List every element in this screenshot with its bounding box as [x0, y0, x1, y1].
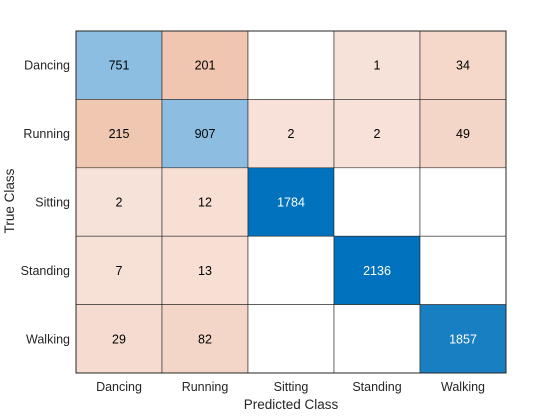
x-axis-title: Predicted Class: [244, 397, 339, 412]
matrix-cell-sitting-walking: [419, 167, 507, 237]
y-tick-labels: Dancing Running Sitting Standing Walking: [21, 59, 70, 347]
cell-value-label: 13: [198, 264, 212, 278]
matrix-cell-standing-standing: [333, 235, 421, 305]
cell-value-label: 2: [288, 127, 295, 141]
x-tick-label-walking: Walking: [441, 380, 485, 394]
cell-value-label: 29: [112, 332, 126, 346]
cell-value-label: 12: [198, 196, 212, 210]
matrix-cell-running-standing: [333, 99, 421, 169]
y-tick-label-dancing: Dancing: [24, 59, 70, 73]
y-tick-label-running: Running: [23, 127, 70, 141]
x-tick-label-dancing: Dancing: [96, 380, 142, 394]
matrix-cells: 751 201 1 34 215 907 2 2 49 2 12 1784 7 13 2136 29 82 185…: [75, 30, 507, 374]
x-tick-label-standing: Standing: [352, 380, 401, 394]
matrix-cell-walking-running: [161, 304, 249, 374]
cell-value-label: 34: [456, 59, 470, 73]
x-tick-labels: Dancing Running Sitting Standing Walking: [96, 380, 485, 394]
cell-value-label: 2136: [363, 264, 391, 278]
cell-value-label: 49: [456, 127, 470, 141]
matrix-cell-standing-running: [161, 235, 249, 305]
y-tick-label-standing: Standing: [21, 264, 70, 278]
matrix-cell-sitting-sitting: [247, 167, 335, 237]
cell-value-label: 201: [195, 59, 216, 73]
cell-value-label: 2: [374, 127, 381, 141]
matrix-cell-dancing-dancing: [75, 30, 163, 100]
matrix-cell-sitting-dancing: [75, 167, 163, 237]
y-tick-label-walking: Walking: [26, 332, 70, 346]
y-axis-title: True Class: [2, 168, 17, 233]
plot-frame: [75, 30, 507, 374]
matrix-cell-standing-sitting: [247, 235, 335, 305]
matrix-cell-running-dancing: [75, 99, 163, 169]
x-tick-label-sitting: Sitting: [274, 380, 309, 394]
matrix-cell-standing-walking: [419, 235, 507, 305]
cell-value-label: 215: [109, 127, 130, 141]
matrix-cell-walking-standing: [333, 304, 421, 374]
cell-value-label: 751: [109, 59, 130, 73]
cell-value-label: 82: [198, 332, 212, 346]
cell-value-label: 2: [116, 196, 123, 210]
matrix-cell-dancing-walking: [419, 30, 507, 100]
cell-value-label: 7: [116, 264, 123, 278]
cell-value-label: 1857: [449, 332, 477, 346]
matrix-cell-standing-dancing: [75, 235, 163, 305]
matrix-cell-sitting-standing: [333, 167, 421, 237]
matrix-cell-walking-sitting: [247, 304, 335, 374]
y-tick-label-sitting: Sitting: [35, 196, 70, 210]
x-tick-label-running: Running: [182, 380, 229, 394]
cell-value-label: 907: [195, 127, 216, 141]
cell-value-label: 1784: [277, 196, 305, 210]
matrix-cell-walking-walking: [419, 304, 507, 374]
matrix-cell-running-running: [161, 99, 249, 169]
cell-value-label: 1: [374, 59, 381, 73]
matrix-cell-dancing-running: [161, 30, 249, 100]
matrix-cell-dancing-sitting: [247, 30, 335, 100]
